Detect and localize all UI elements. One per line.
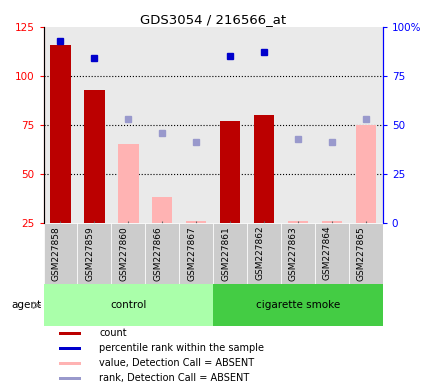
Bar [118, 144, 138, 223]
Bar [145, 223, 179, 284]
Bar [145, 27, 179, 223]
Bar [43, 27, 77, 223]
Bar [213, 223, 247, 284]
Text: agent: agent [12, 300, 42, 310]
Text: GSM227864: GSM227864 [322, 226, 331, 280]
Text: GSM227866: GSM227866 [153, 226, 162, 281]
Bar [314, 223, 348, 284]
Text: value, Detection Call = ABSENT: value, Detection Call = ABSENT [99, 358, 254, 368]
Bar [59, 332, 81, 335]
Text: cigarette smoke: cigarette smoke [255, 300, 339, 310]
Bar [213, 27, 247, 223]
Bar [220, 121, 240, 223]
Bar [179, 223, 213, 284]
Bar [314, 27, 348, 223]
Bar [111, 223, 145, 284]
Bar [213, 284, 382, 326]
Text: GSM227863: GSM227863 [288, 226, 297, 281]
Bar [247, 27, 280, 223]
Bar [186, 221, 206, 223]
Bar [348, 27, 382, 223]
Bar [280, 223, 314, 284]
Bar [111, 27, 145, 223]
Bar [50, 45, 70, 223]
Bar [84, 89, 104, 223]
Bar [77, 223, 111, 284]
Text: GSM227861: GSM227861 [220, 226, 230, 281]
Bar [348, 223, 382, 284]
Text: GSM227862: GSM227862 [254, 226, 263, 280]
Text: GSM227858: GSM227858 [51, 226, 60, 281]
Text: percentile rank within the sample: percentile rank within the sample [99, 343, 263, 353]
Bar [43, 223, 77, 284]
Bar [253, 115, 273, 223]
Bar [280, 27, 314, 223]
Text: GSM227860: GSM227860 [119, 226, 128, 281]
Bar [59, 362, 81, 365]
Bar [287, 221, 307, 223]
Text: GSM227859: GSM227859 [85, 226, 94, 281]
Bar [59, 347, 81, 350]
Bar [321, 221, 341, 223]
Text: rank, Detection Call = ABSENT: rank, Detection Call = ABSENT [99, 373, 249, 383]
Text: GSM227865: GSM227865 [356, 226, 365, 281]
Bar [77, 27, 111, 223]
Title: GDS3054 / 216566_at: GDS3054 / 216566_at [140, 13, 286, 26]
Bar [179, 27, 213, 223]
Text: count: count [99, 328, 127, 338]
Bar [355, 125, 375, 223]
Bar [247, 223, 280, 284]
Bar [43, 284, 213, 326]
Bar [152, 197, 172, 223]
Text: control: control [110, 300, 146, 310]
Bar [59, 377, 81, 380]
Text: GSM227867: GSM227867 [187, 226, 196, 281]
